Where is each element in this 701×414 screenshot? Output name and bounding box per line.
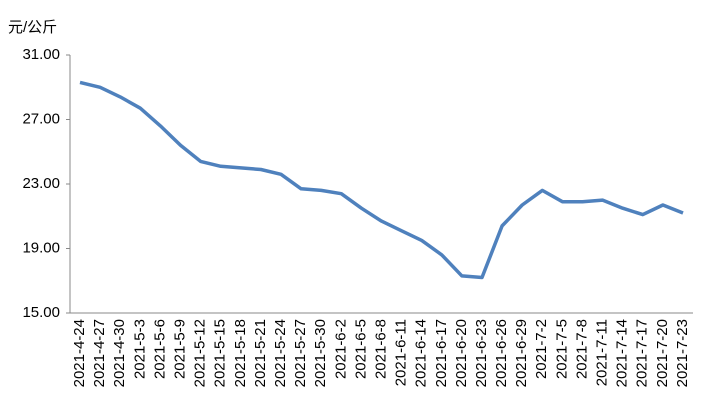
x-tick-label: 2021-5-9 xyxy=(172,319,189,379)
x-tick-label: 2021-6-26 xyxy=(493,319,510,387)
x-tick-label: 2021-5-12 xyxy=(192,319,209,387)
y-tick-label: 27.00 xyxy=(22,110,60,127)
x-tick-label: 2021-6-14 xyxy=(413,319,430,387)
x-tick-label: 2021-7-20 xyxy=(654,319,671,387)
x-tick-label: 2021-6-17 xyxy=(433,319,450,387)
x-tick-label: 2021-4-30 xyxy=(111,319,128,387)
x-tick-label: 2021-5-6 xyxy=(151,319,168,379)
x-tick-label: 2021-5-18 xyxy=(232,319,249,387)
x-tick-label: 2021-5-30 xyxy=(312,319,329,387)
x-tick-label: 2021-6-20 xyxy=(453,319,470,387)
y-tick-label: 23.00 xyxy=(22,175,60,192)
x-tick-label: 2021-6-23 xyxy=(473,319,490,387)
data-line xyxy=(79,80,684,280)
x-tick-label: 2021-7-2 xyxy=(533,319,550,379)
x-tick-label: 2021-6-11 xyxy=(393,319,410,386)
x-tick-label: 2021-6-2 xyxy=(332,319,349,379)
x-tick-label: 2021-7-14 xyxy=(614,319,631,387)
x-tick-label: 2021-5-21 xyxy=(252,319,269,387)
x-tick-label: 2021-5-3 xyxy=(131,319,148,379)
x-tick-label: 2021-6-29 xyxy=(513,319,530,387)
x-tick-label: 2021-5-27 xyxy=(292,319,309,387)
y-axis-label: 元/公斤 xyxy=(8,19,57,36)
x-tick-label: 2021-4-27 xyxy=(91,319,108,387)
y-tick-label: 15.00 xyxy=(22,304,60,321)
x-tick-label: 2021-5-15 xyxy=(212,319,229,387)
x-tick-label: 2021-7-8 xyxy=(573,319,590,379)
x-tick-label: 2021-6-5 xyxy=(352,319,369,379)
y-tick-label: 19.00 xyxy=(22,239,60,256)
x-tick-label: 2021-7-5 xyxy=(553,319,570,379)
x-tick-label: 2021-7-17 xyxy=(634,319,651,387)
x-tick-label: 2021-7-23 xyxy=(674,319,691,387)
x-tick-label: 2021-6-8 xyxy=(372,319,389,379)
y-tick-label: 31.00 xyxy=(22,46,60,63)
x-tick-label: 2021-5-24 xyxy=(272,319,289,387)
x-tick-label: 2021-4-24 xyxy=(71,319,88,387)
x-tick-label: 2021-7-11 xyxy=(594,319,611,386)
